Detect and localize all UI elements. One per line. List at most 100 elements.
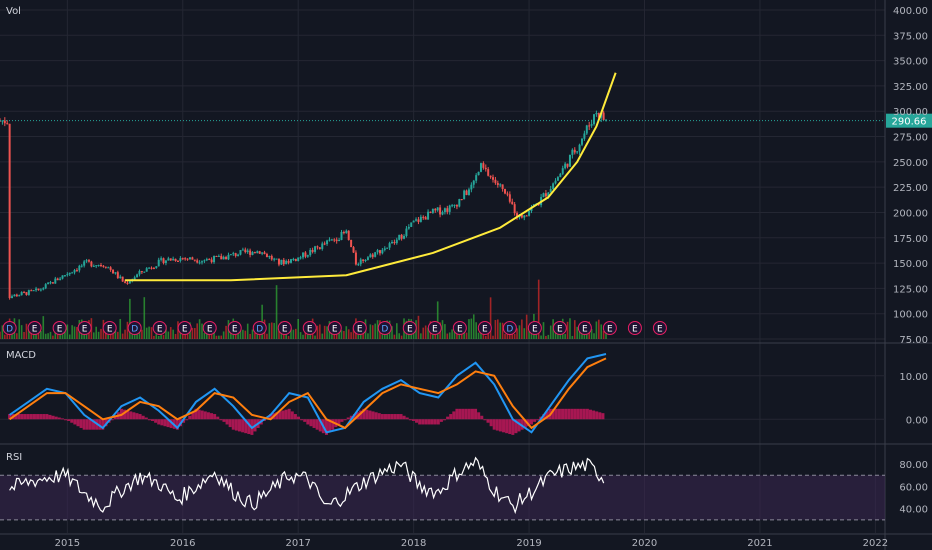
event-marker[interactable] — [77, 321, 92, 335]
volume-bar — [18, 319, 21, 339]
event-marker[interactable] — [402, 321, 417, 335]
macd-histogram-bar — [113, 415, 117, 420]
macd-histogram-bar — [126, 410, 130, 420]
event-marker[interactable] — [552, 321, 567, 335]
event-marker[interactable] — [152, 321, 167, 335]
candle-body — [501, 184, 504, 190]
macd-histogram-bar — [101, 419, 105, 430]
event-marker[interactable] — [127, 321, 142, 335]
event-marker[interactable] — [2, 321, 17, 335]
candle-body — [340, 232, 343, 240]
volume-bar — [172, 329, 174, 339]
candle-body — [328, 239, 331, 241]
price-tick-label: 250.00 — [893, 158, 928, 169]
year-tick-label: 2019 — [516, 538, 541, 549]
candle-body — [78, 265, 81, 271]
event-marker[interactable] — [377, 321, 392, 335]
volume-bar — [357, 334, 360, 339]
macd-histogram-bar — [237, 419, 241, 432]
macd-histogram-bar — [598, 412, 602, 420]
candle-body — [232, 253, 235, 255]
macd-histogram-bar — [467, 408, 471, 420]
volume-bar — [309, 334, 312, 339]
event-marker[interactable] — [52, 321, 67, 335]
volume-bar — [141, 329, 143, 339]
event-marker[interactable] — [177, 321, 192, 335]
event-marker[interactable] — [277, 321, 292, 335]
macd-histogram-bar — [502, 419, 506, 433]
macd-histogram-bar — [585, 408, 589, 420]
event-marker[interactable] — [202, 321, 217, 335]
macd-histogram-bar — [29, 414, 33, 420]
candle-body — [390, 242, 393, 244]
event-marker[interactable] — [452, 321, 467, 335]
event-marker[interactable] — [102, 321, 117, 335]
candle-body — [140, 271, 143, 273]
event-marker[interactable] — [627, 321, 642, 335]
macd-histogram-bar — [564, 408, 568, 420]
macd-histogram-bar — [60, 418, 64, 420]
earnings-icon: E — [557, 325, 563, 335]
candle-body — [25, 292, 28, 295]
macd-histogram-bar — [477, 412, 481, 420]
macd-histogram-bar — [592, 410, 596, 420]
event-marker[interactable] — [227, 321, 242, 335]
candle-body — [311, 249, 314, 252]
candle-body — [143, 271, 146, 273]
candle-body — [520, 214, 523, 218]
candle-body — [513, 204, 516, 214]
volume-bar — [468, 319, 470, 339]
event-marker[interactable] — [27, 321, 42, 335]
event-marker[interactable] — [502, 321, 517, 335]
event-marker[interactable] — [527, 321, 542, 335]
candle-body — [297, 257, 300, 262]
event-marker[interactable] — [352, 321, 367, 335]
rsi-band — [0, 475, 885, 520]
earnings-icon: E — [282, 325, 288, 335]
candle-body — [39, 289, 42, 291]
event-marker[interactable] — [577, 321, 592, 335]
volume-bar — [422, 327, 425, 339]
macd-histogram-bar — [567, 408, 571, 420]
event-marker[interactable] — [327, 321, 342, 335]
candle-body — [124, 281, 127, 283]
event-marker[interactable] — [652, 321, 667, 335]
candle-body — [335, 239, 338, 242]
volume-bar — [76, 327, 78, 339]
event-marker[interactable] — [252, 321, 267, 335]
event-marker[interactable] — [477, 321, 492, 335]
candle-body — [597, 112, 600, 118]
candle-body — [32, 290, 35, 292]
macd-histogram-bar — [359, 410, 363, 420]
macd-histogram-bar — [582, 408, 586, 420]
macd-histogram-bar — [452, 411, 456, 420]
macd-histogram-bar — [405, 417, 409, 420]
volume-bar — [157, 335, 160, 339]
event-marker[interactable] — [427, 321, 442, 335]
candle-body — [44, 284, 47, 289]
candle-body — [294, 258, 297, 262]
macd-histogram-bar — [203, 411, 207, 420]
event-marker[interactable] — [302, 321, 317, 335]
volume-bar — [249, 333, 251, 339]
volume-bar — [184, 334, 186, 339]
volume-bar — [179, 329, 182, 339]
macd-histogram-bar — [135, 413, 139, 420]
macd-histogram-bar — [374, 412, 378, 420]
volume-bar — [191, 327, 194, 339]
volume-bar — [477, 332, 480, 339]
candle-body — [292, 258, 295, 260]
volume-bar — [448, 332, 451, 339]
candle-body — [436, 207, 439, 211]
candle-body — [244, 249, 247, 253]
candle-body — [472, 180, 475, 185]
candle-body — [263, 252, 266, 254]
candle-body — [162, 258, 165, 264]
candle-body — [164, 260, 167, 264]
macd-histogram-bar — [362, 408, 366, 420]
macd-histogram-bar — [8, 414, 12, 420]
candle-body — [354, 252, 357, 265]
volume-bar — [297, 318, 300, 339]
event-marker[interactable] — [602, 321, 617, 335]
